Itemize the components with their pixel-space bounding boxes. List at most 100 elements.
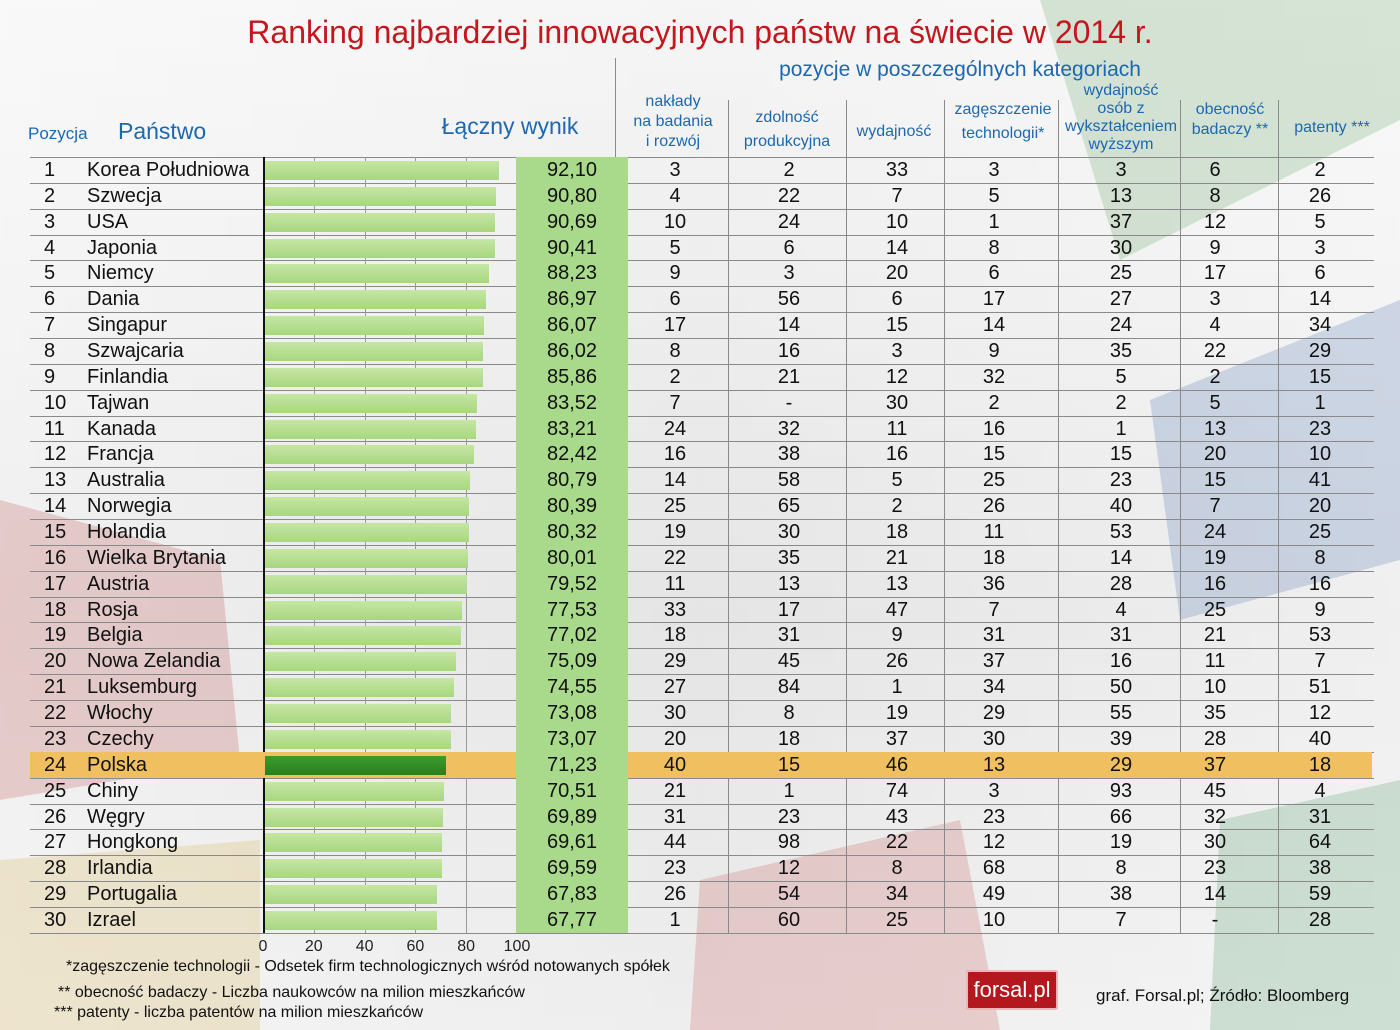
country-cell: Wielka Brytania — [87, 546, 226, 569]
rank-tertiary-cell: 4 — [1115, 598, 1127, 621]
rank-productive-cell: 14 — [777, 314, 801, 337]
country-cell: Rosja — [87, 598, 139, 621]
rank-rd-cell: 24 — [663, 417, 687, 440]
rank-rd-cell: 7 — [669, 391, 681, 414]
rank-productive-cell: 22 — [777, 184, 801, 207]
rank-rd-cell: 21 — [663, 779, 687, 802]
rank-cell: 7 — [44, 314, 56, 337]
grid-line-horizontal — [30, 260, 1374, 261]
rank-patents-cell: 20 — [1308, 495, 1332, 518]
rank-patents-cell: 64 — [1308, 831, 1332, 854]
rank-cell: 2 — [44, 184, 56, 207]
rank-tech-density-cell: 30 — [982, 727, 1006, 750]
rank-tertiary-cell: 3 — [1115, 159, 1127, 181]
rank-efficiency-cell: 25 — [885, 908, 909, 931]
rank-tech-density-cell: 9 — [988, 340, 1000, 363]
rank-researchers-cell: 20 — [1203, 443, 1227, 466]
total-score-cell: 88,23 — [516, 260, 628, 287]
rank-cell: 30 — [44, 908, 67, 931]
rank-efficiency-cell: 20 — [885, 262, 909, 285]
header-productive: zdolność produkcyjna — [743, 109, 831, 150]
rank-rd-cell: 19 — [663, 521, 687, 544]
rank-tertiary-cell: 28 — [1109, 572, 1133, 595]
rank-tertiary-cell: 7 — [1115, 908, 1127, 931]
table-row: 21 Luksemburg 74,55 27 84 1 34 50 10 51 — [30, 674, 1372, 701]
rank-patents-cell: 23 — [1308, 417, 1332, 440]
rank-researchers-cell: 37 — [1203, 753, 1227, 776]
grid-line-horizontal — [30, 804, 1374, 805]
rank-cell: 22 — [44, 702, 67, 725]
bar-axis-tick: 40 — [355, 938, 374, 955]
header-position: Pozycja — [28, 124, 88, 143]
score-bar — [265, 497, 470, 517]
rank-researchers-cell: 23 — [1203, 857, 1227, 880]
country-cell: Polska — [87, 753, 148, 776]
grid-line-vertical — [1058, 100, 1059, 933]
rank-tertiary-cell: 15 — [1109, 443, 1133, 466]
rank-tertiary-cell: 66 — [1109, 805, 1133, 828]
score-bar — [265, 161, 499, 180]
score-bar — [265, 729, 451, 749]
rank-tertiary-cell: 8 — [1115, 857, 1127, 880]
country-cell: Austria — [87, 572, 150, 595]
chart-title: Ranking najbardziej innowacyjnych państw… — [247, 14, 1153, 50]
table-row: 8 Szwajcaria 86,02 8 16 3 9 35 22 29 — [30, 338, 1372, 365]
rank-tech-density-cell: 18 — [982, 546, 1006, 569]
country-cell: Portugalia — [87, 883, 178, 906]
rank-patents-cell: 25 — [1308, 521, 1332, 544]
table-row: 13 Australia 80,79 14 58 5 25 23 15 41 — [30, 467, 1372, 494]
total-score-cell: 83,52 — [516, 389, 628, 416]
rank-rd-cell: 29 — [663, 650, 687, 673]
rank-researchers-cell: 45 — [1203, 779, 1227, 802]
rank-tertiary-cell: 55 — [1109, 702, 1133, 725]
rank-patents-cell: 14 — [1308, 288, 1332, 311]
country-cell: Tajwan — [87, 391, 150, 414]
rank-patents-cell: 41 — [1308, 469, 1332, 492]
score-bar — [265, 704, 451, 724]
rank-tertiary-cell: 35 — [1109, 340, 1133, 363]
country-cell: Szwajcaria — [87, 340, 184, 363]
header-tertiary: wydajność osób z wykształceniem wyższym — [1064, 82, 1178, 153]
rank-tech-density-cell: 12 — [982, 831, 1006, 854]
rank-tech-density-cell: 25 — [982, 469, 1006, 492]
rank-tertiary-cell: 29 — [1109, 753, 1133, 776]
total-score-cell: 69,61 — [516, 829, 628, 856]
rank-efficiency-cell: 11 — [886, 417, 908, 440]
rank-patents-cell: 12 — [1308, 702, 1332, 725]
rank-rd-cell: 10 — [663, 210, 687, 233]
rank-researchers-cell: 3 — [1209, 288, 1221, 311]
rank-tech-density-cell: 14 — [982, 314, 1006, 337]
rank-rd-cell: 22 — [663, 546, 687, 569]
grid-line-horizontal — [30, 622, 1374, 623]
bar-axis-tick: 80 — [457, 938, 476, 955]
rank-researchers-cell: - — [1211, 908, 1219, 931]
rank-tertiary-cell: 40 — [1109, 495, 1133, 518]
rank-researchers-cell: 8 — [1209, 184, 1221, 207]
rank-efficiency-cell: 47 — [885, 598, 909, 621]
rank-tech-density-cell: 5 — [988, 184, 1000, 207]
country-cell: Belgia — [87, 624, 143, 647]
source-credit: graf. Forsal.pl; Źródło: Bloomberg — [1096, 986, 1350, 1005]
rank-tech-density-cell: 11 — [983, 521, 1005, 544]
rank-patents-cell: 18 — [1308, 753, 1332, 776]
country-cell: Węgry — [87, 805, 145, 828]
grid-line-horizontal — [30, 467, 1374, 468]
rank-patents-cell: 4 — [1314, 779, 1326, 802]
rank-patents-cell: 38 — [1308, 857, 1332, 880]
rank-cell: 11 — [44, 417, 65, 440]
score-bar — [265, 471, 471, 491]
rank-productive-cell: 16 — [777, 340, 801, 363]
rank-efficiency-cell: 5 — [891, 469, 903, 492]
total-score-cell: 69,89 — [516, 803, 628, 830]
total-score-cell: 73,07 — [516, 725, 628, 752]
score-bar — [265, 548, 469, 568]
rank-productive-cell: 35 — [777, 546, 801, 569]
grid-line-vertical — [728, 100, 729, 933]
footnote-patents: *** patenty - liczba patentów na milion … — [54, 1004, 424, 1021]
rank-efficiency-cell: 6 — [891, 288, 903, 311]
total-score-cell: 90,69 — [516, 208, 628, 235]
rank-rd-cell: 17 — [663, 314, 687, 337]
grid-line-horizontal — [30, 648, 1374, 649]
rank-rd-cell: 5 — [669, 236, 681, 259]
grid-line-horizontal — [30, 881, 1374, 882]
